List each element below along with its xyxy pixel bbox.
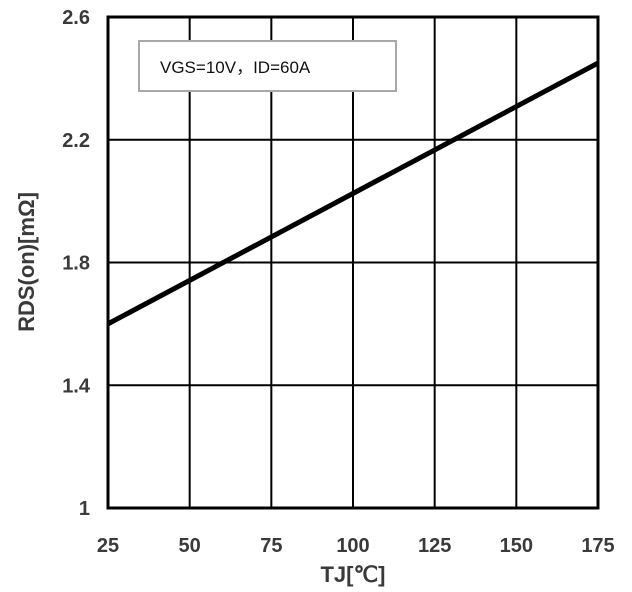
y-tick-label: 1.4 — [62, 375, 91, 397]
grid — [106, 15, 600, 510]
x-tick-label: 75 — [260, 535, 282, 557]
series-layer — [106, 60, 600, 327]
annotation: VGS=10V，ID=60A — [138, 40, 397, 92]
y-tick-label: 2.6 — [62, 7, 90, 29]
x-tick-label: 50 — [179, 535, 201, 557]
series-line — [106, 60, 600, 327]
annotation-box — [138, 40, 397, 92]
y-tick-label: 1.8 — [62, 253, 90, 275]
y-tick-label: 2.2 — [62, 130, 90, 152]
x-axis-label: TJ[℃] — [320, 562, 385, 587]
y-axis-ticks: 1 1.4 1.8 2.2 2.6 — [62, 7, 91, 520]
x-tick-label: 100 — [336, 535, 369, 557]
y-tick-label: 1 — [79, 498, 90, 520]
annotation-text: VGS=10V，ID=60A — [160, 58, 311, 77]
x-tick-label: 150 — [500, 535, 533, 557]
x-axis-ticks: 25 50 75 100 125 150 175 — [97, 535, 615, 557]
x-tick-label: 175 — [581, 535, 614, 557]
plot-frame — [106, 15, 600, 510]
x-tick-label: 125 — [418, 535, 451, 557]
y-axis-label: RDS(on)[mΩ] — [14, 192, 39, 332]
x-tick-label: 25 — [97, 535, 119, 557]
